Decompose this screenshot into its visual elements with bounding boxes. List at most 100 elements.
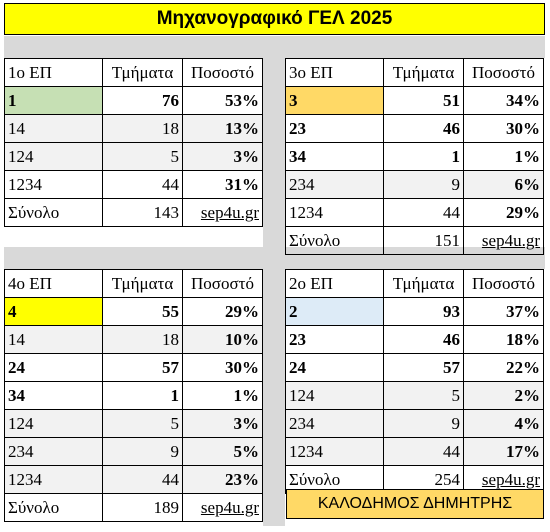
table-ep1: 1ο ΕΠ Τμήματα Ποσοστό 1 76 53% 14 18 13%…	[4, 58, 263, 227]
table-row: 234 9 4%	[285, 409, 544, 438]
total-label: Σύνολο	[285, 226, 384, 255]
combination-cell: 1234	[4, 170, 103, 199]
table-header-row: 1ο ΕΠ Τμήματα Ποσοστό	[4, 58, 263, 87]
percent-cell: 13%	[182, 114, 263, 143]
author-signature: ΚΑΛΟΔΗΜΟΣ ΔΗΜΗΤΡΗΣ	[286, 489, 544, 519]
table-ep3: 3ο ΕΠ Τμήματα Ποσοστό 3 51 34% 23 46 30%…	[285, 58, 544, 255]
combination-cell: 23	[285, 114, 384, 143]
percentage-header: Ποσοστό	[463, 269, 544, 298]
count-cell: 46	[383, 325, 464, 354]
table-name-cell: 3ο ΕΠ	[285, 58, 384, 87]
table-row: 4 55 29%	[4, 297, 263, 326]
count-cell: 76	[102, 86, 183, 115]
combination-cell: 14	[4, 325, 103, 354]
percent-cell: 5%	[182, 437, 263, 466]
combination-cell: 34	[4, 381, 103, 410]
count-cell: 44	[102, 170, 183, 199]
table-row: 124 5 2%	[285, 381, 544, 410]
percent-cell: 10%	[182, 325, 263, 354]
table-row: 234 9 5%	[4, 437, 263, 466]
table-ep4: 4ο ΕΠ Τμήματα Ποσοστό 4 55 29% 14 18 10%…	[4, 269, 263, 522]
percent-cell: 3%	[182, 409, 263, 438]
table-name-cell: 1ο ΕΠ	[4, 58, 103, 87]
count-cell: 55	[102, 297, 183, 326]
site-link[interactable]: sep4u.gr	[182, 493, 263, 522]
site-link[interactable]: sep4u.gr	[182, 198, 263, 227]
table-row: 34 1 1%	[4, 381, 263, 410]
percent-cell: 37%	[463, 297, 544, 326]
combination-cell: 124	[4, 142, 103, 171]
percent-cell: 22%	[463, 353, 544, 382]
percent-cell: 18%	[463, 325, 544, 354]
table-row: 14 18 10%	[4, 325, 263, 354]
total-count: 189	[102, 493, 183, 522]
combination-cell: 124	[285, 381, 384, 410]
percent-cell: 23%	[182, 465, 263, 494]
count-cell: 9	[383, 170, 464, 199]
table-row: 1234 44 29%	[285, 198, 544, 227]
total-label: Σύνολο	[4, 493, 103, 522]
site-link[interactable]: sep4u.gr	[463, 226, 544, 255]
table-name-cell: 2ο ΕΠ	[285, 269, 384, 298]
page-title: Μηχανογραφικό ΓΕΛ 2025	[4, 3, 545, 35]
count-cell: 44	[102, 465, 183, 494]
vertical-separator-band	[263, 36, 285, 526]
percent-cell: 6%	[463, 170, 544, 199]
total-row: Σύνολο 189 sep4u.gr	[4, 493, 263, 522]
count-cell: 5	[102, 409, 183, 438]
percent-cell: 31%	[182, 170, 263, 199]
count-cell: 5	[383, 381, 464, 410]
combination-cell: 4	[4, 297, 103, 326]
percent-cell: 29%	[463, 198, 544, 227]
percent-cell: 3%	[182, 142, 263, 171]
table-row: 1234 44 23%	[4, 465, 263, 494]
table-row: 23 46 18%	[285, 325, 544, 354]
combination-cell: 23	[285, 325, 384, 354]
table-header-row: 2ο ΕΠ Τμήματα Ποσοστό	[285, 269, 544, 298]
table-row: 124 5 3%	[4, 409, 263, 438]
percentage-header: Ποσοστό	[463, 58, 544, 87]
percent-cell: 1%	[463, 142, 544, 171]
table-header-row: 4ο ΕΠ Τμήματα Ποσοστό	[4, 269, 263, 298]
total-row: Σύνολο 151 sep4u.gr	[285, 226, 544, 255]
table-ep4-block: 4ο ΕΠ Τμήματα Ποσοστό 4 55 29% 14 18 10%…	[4, 269, 263, 522]
combination-cell: 34	[285, 142, 384, 171]
percent-cell: 30%	[182, 353, 263, 382]
percent-cell: 34%	[463, 86, 544, 115]
table-name-cell: 4ο ΕΠ	[4, 269, 103, 298]
percent-cell: 17%	[463, 437, 544, 466]
sections-header: Τμήματα	[102, 58, 183, 87]
count-cell: 44	[383, 198, 464, 227]
combination-cell: 234	[285, 409, 384, 438]
table-row: 24 57 30%	[4, 353, 263, 382]
table-ep3-block: 3ο ΕΠ Τμήματα Ποσοστό 3 51 34% 23 46 30%…	[285, 58, 544, 255]
count-cell: 44	[383, 437, 464, 466]
table-row: 1 76 53%	[4, 86, 263, 115]
table-row: 34 1 1%	[285, 142, 544, 171]
table-row: 24 57 22%	[285, 353, 544, 382]
total-count: 151	[383, 226, 464, 255]
count-cell: 18	[102, 114, 183, 143]
combination-cell: 2	[285, 297, 384, 326]
percentage-header: Ποσοστό	[182, 269, 263, 298]
total-row: Σύνολο 143 sep4u.gr	[4, 198, 263, 227]
sections-header: Τμήματα	[383, 58, 464, 87]
table-row: 3 51 34%	[285, 86, 544, 115]
table-row: 2 93 37%	[285, 297, 544, 326]
table-row: 1234 44 31%	[4, 170, 263, 199]
count-cell: 93	[383, 297, 464, 326]
count-cell: 18	[102, 325, 183, 354]
percent-cell: 53%	[182, 86, 263, 115]
combination-cell: 1	[4, 86, 103, 115]
count-cell: 1	[102, 381, 183, 410]
percent-cell: 1%	[182, 381, 263, 410]
table-row: 14 18 13%	[4, 114, 263, 143]
combination-cell: 24	[285, 353, 384, 382]
percent-cell: 2%	[463, 381, 544, 410]
sections-header: Τμήματα	[102, 269, 183, 298]
table-ep1-block: 1ο ΕΠ Τμήματα Ποσοστό 1 76 53% 14 18 13%…	[4, 58, 263, 227]
count-cell: 57	[383, 353, 464, 382]
combination-cell: 3	[285, 86, 384, 115]
count-cell: 51	[383, 86, 464, 115]
count-cell: 5	[102, 142, 183, 171]
